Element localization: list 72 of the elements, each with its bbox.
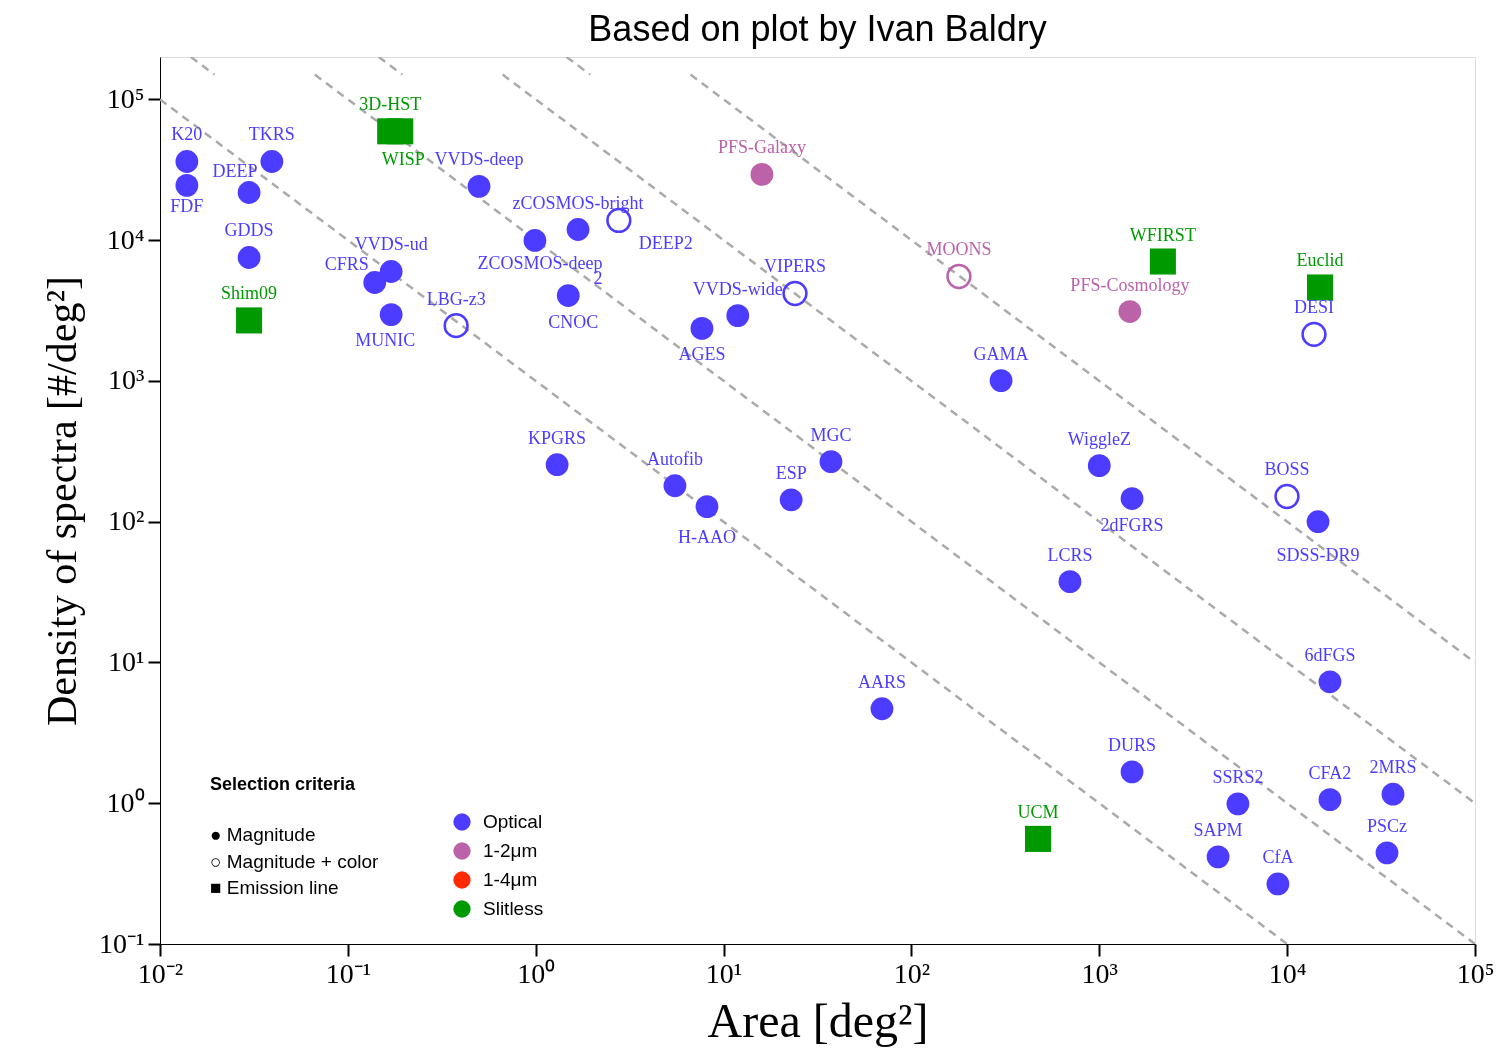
annotation: LBG-z3 [426,288,486,309]
annotation: GAMA [973,343,1029,364]
x-tick-label: 10⁻² [137,957,184,989]
annotation: VVDS-deep [434,149,524,170]
annotation: DEEP2 [638,233,693,254]
annotation: CFRS [324,253,369,274]
annotation: CfA [1262,846,1294,867]
x-tick-label: 10⁴ [1268,957,1307,989]
annotation: VIPERS [763,256,826,277]
annotation: UCM [1017,801,1059,822]
y-tick-label: 10⁵ [106,82,145,114]
annotation: VVDS-ud [354,234,428,255]
annotation: zCOSMOS-bright [512,192,644,213]
annotation: ○ Magnitude + color [210,851,379,872]
annotation: DURS [1108,734,1157,755]
annotation: CFA2 [1308,762,1352,783]
x-tick-label: 10⁰ [517,957,556,989]
annotation: PFS-Galaxy [717,137,806,158]
annotation: SSRS2 [1212,766,1264,787]
annotation: KPGRS [528,427,587,448]
annotation: ESP [775,462,807,483]
legend-label: Slitless [483,898,544,919]
y-tick-label: 10¹ [108,645,145,677]
annotation: 2dFGRS [1100,514,1164,535]
annotation: 2MRS [1369,757,1417,778]
annotation: 6dFGS [1304,644,1356,665]
y-tick-label: 10³ [108,364,145,396]
annotation: K20 [171,124,203,145]
y-tick-label: 10⁻¹ [99,927,145,959]
annotation: WISP [381,149,425,170]
legend-label: 1-2μm [483,840,538,861]
annotation: BOSS [1264,459,1310,480]
y-axis-title: Density of spectra [#/deg²] [39,276,86,726]
annotation: Euclid [1296,250,1344,271]
legend-label: 1-4μm [483,869,538,890]
annotation: CNOC [548,311,599,332]
annotation: WFIRST [1129,224,1196,245]
x-tick-label: 10³ [1081,957,1118,989]
x-tick-label: 10¹ [705,957,743,989]
annotation: ● Magnitude [210,824,316,845]
x-tick-label: 10⁵ [1456,957,1495,989]
annotation: MOONS [926,239,992,260]
annotation: TKRS [248,124,295,145]
annotation: SAPM [1193,819,1243,840]
annotation: DESI [1294,297,1335,318]
annotation: GDDS [224,220,274,241]
annotation: LCRS [1047,544,1093,565]
annotation: VVDS-wide [692,278,783,299]
annotation: SDSS-DR9 [1276,544,1360,565]
annotation: Shim09 [221,283,278,304]
annotation: MGC [810,424,852,445]
x-tick-label: 10² [893,957,931,989]
y-tick-label: 10² [108,505,145,537]
chart-title: Based on plot by Ivan Baldry [588,8,1047,49]
annotation: WiggleZ [1067,428,1131,449]
y-tick-label: 10⁰ [106,786,145,818]
annotation: AGES [678,344,726,365]
legend-label: Optical [483,811,543,832]
annotation: DEEP [212,160,258,181]
x-axis-title: Area [deg²] [707,993,929,1047]
annotation: ■ Emission line [210,877,339,898]
annotation: FDF [170,196,204,217]
legend-title: Selection criteria [210,774,357,794]
annotation: H-AAO [677,526,736,547]
y-tick-label: 10⁴ [106,223,145,255]
annotation: MUNIC [355,329,416,350]
annotation: PSCz [1366,815,1407,836]
annotation: PFS-Cosmology [1070,274,1190,295]
annotation: AARS [857,671,906,692]
annotation: 3D-HST [359,94,422,115]
x-tick-label: 10⁻¹ [325,957,372,989]
annotation: Autofib [646,448,703,469]
